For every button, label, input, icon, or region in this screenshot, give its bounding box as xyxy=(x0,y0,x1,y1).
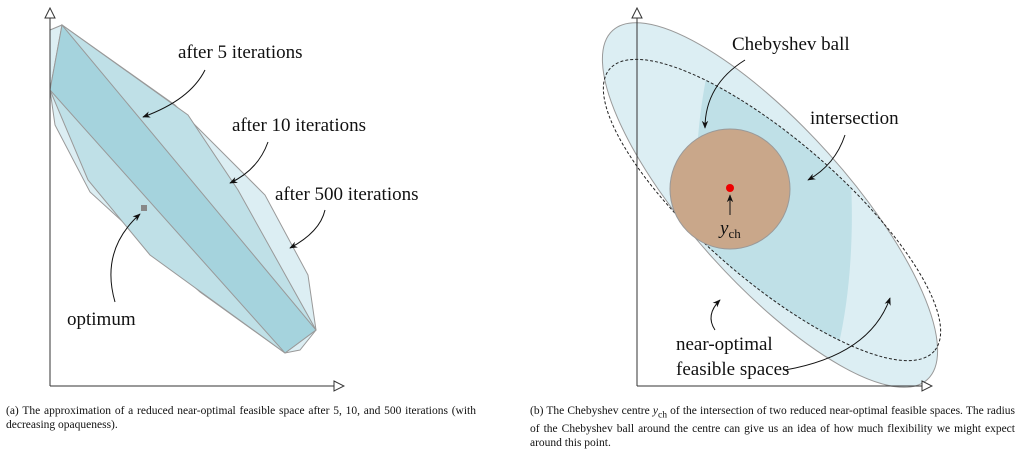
label: after 500 iterations xyxy=(275,184,419,205)
panel-a: after 5 iterations after 10 iterations a… xyxy=(50,8,419,386)
subscript: ch xyxy=(728,226,741,241)
label: after 10 iterations xyxy=(232,115,366,136)
label: after 5 iterations xyxy=(178,42,303,63)
arrow xyxy=(710,299,721,331)
caption: (b) The Chebyshev centre ych of the inte… xyxy=(530,404,1015,450)
symbol: y xyxy=(718,218,729,239)
optimum-marker xyxy=(141,205,147,211)
symbol: y xyxy=(652,405,658,417)
region-5 xyxy=(49,23,317,354)
label: Chebyshev ball xyxy=(732,34,850,55)
arrow xyxy=(289,209,326,249)
chebyshev-centre xyxy=(726,184,734,192)
caption: (a) The approximation of a reduced near-… xyxy=(6,405,476,431)
arrow xyxy=(110,213,141,303)
caption-text: of the intersection of two reduced near-… xyxy=(530,405,1015,450)
space-2 xyxy=(602,58,942,362)
subscript: ch xyxy=(657,409,667,421)
arrow xyxy=(784,297,891,371)
centre-label: ych xyxy=(718,218,741,241)
panel-b: Chebyshev ball intersection ych near-opt… xyxy=(601,0,942,432)
arrow xyxy=(701,59,746,129)
caption-text: (b) The Chebyshev centre xyxy=(530,405,653,417)
label: intersection xyxy=(810,108,899,129)
label: near-optimal xyxy=(676,334,773,355)
arrow xyxy=(229,141,269,184)
label: optimum xyxy=(67,309,136,330)
arrow xyxy=(142,69,206,118)
label: feasible spaces xyxy=(676,359,789,380)
arrow xyxy=(807,134,846,181)
